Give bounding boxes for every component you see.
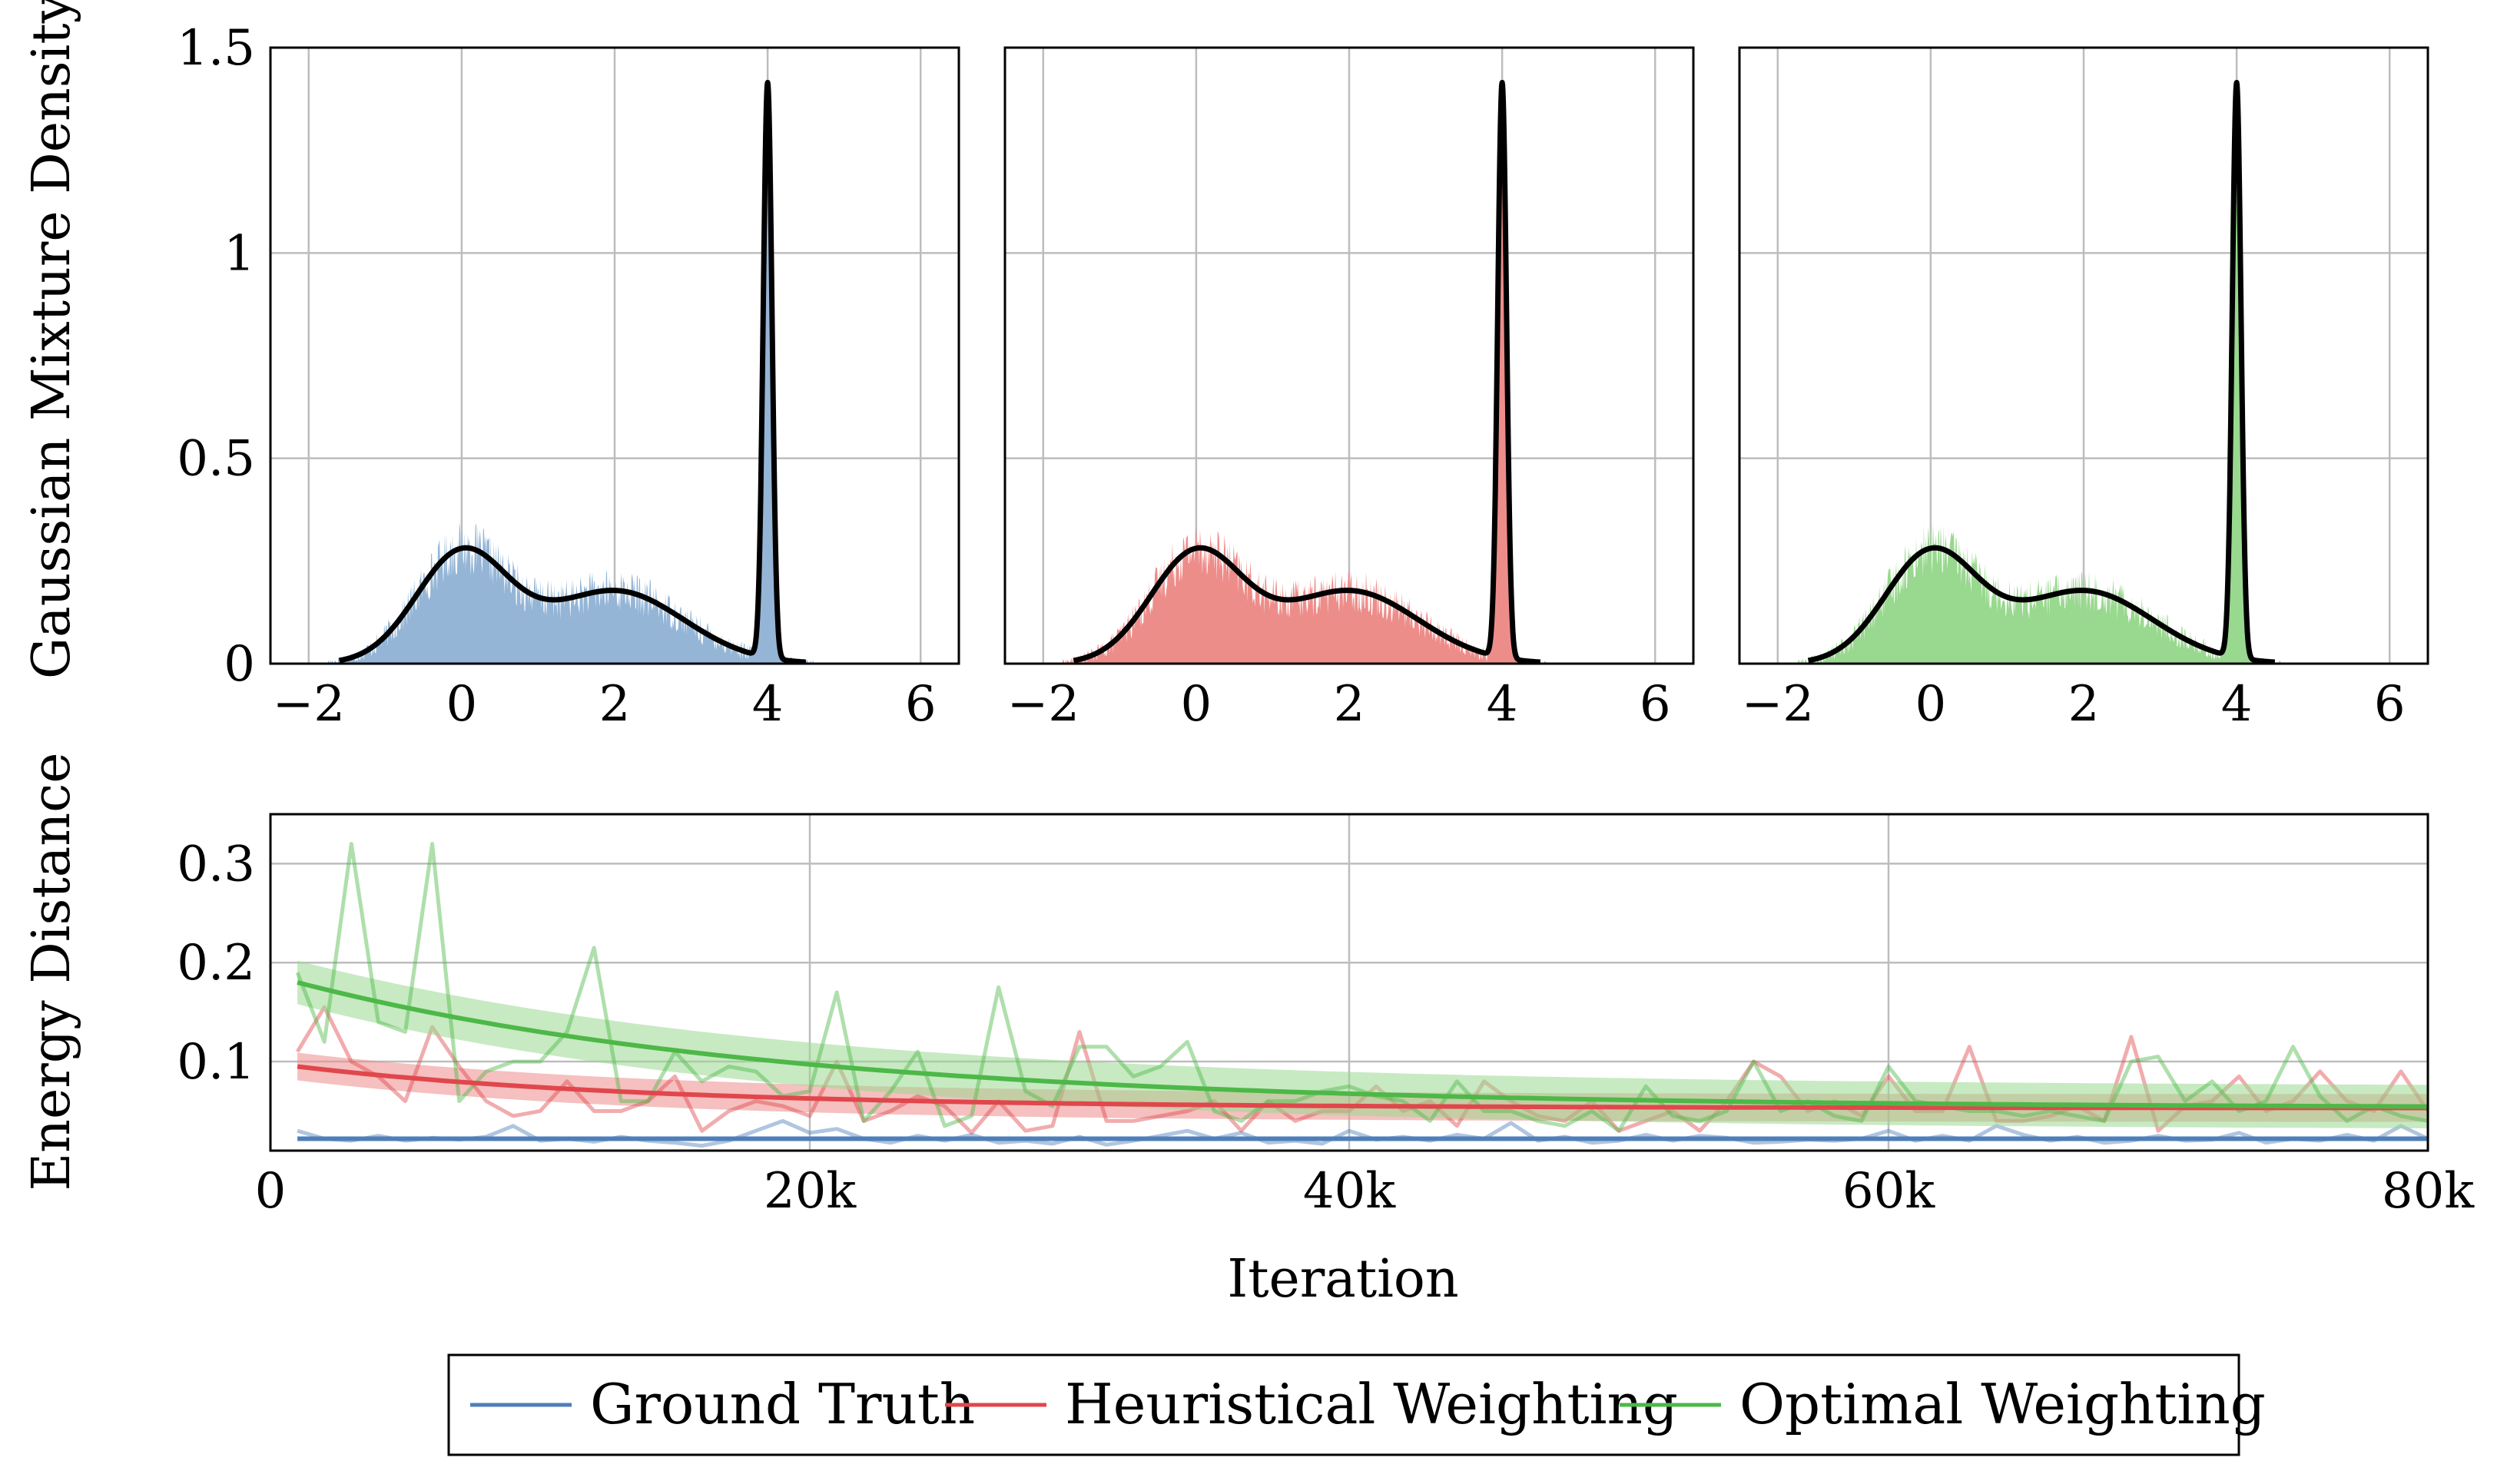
y-tick-label: 1.5 [177,20,255,77]
histogram-area [327,74,814,664]
legend-label-heuristical: Heuristical Weighting [1065,1372,1678,1436]
x-tick-label: 60k [1842,1163,1935,1220]
x-tick-label: 0 [255,1163,287,1220]
x-tick-label: 6 [1640,676,1671,733]
bottom-xlabel: Iteration [1227,1249,1458,1310]
legend: Ground Truth Heuristical Weighting Optim… [447,1353,2266,1456]
histogram-area [1062,150,1548,664]
y-tick-label: 1 [224,225,255,282]
legend-box [447,1353,2240,1456]
x-tick-label: 6 [2374,676,2406,733]
y-tick-label: 0.5 [177,431,255,488]
energy-distance-panel: 0 20k 40k 60k 80k 0.1 0.2 0.3 [177,813,2475,1220]
top-ylabel: Gaussian Mixture Density [22,0,82,679]
x-tick-label: −2 [1007,676,1079,733]
x-tick-label: 4 [1487,676,1518,733]
x-tick-label: 40k [1303,1163,1396,1220]
density-panel-heuristical: −2 0 2 4 6 [1003,46,1695,733]
x-tick-label: 6 [905,676,937,733]
x-tick-label: 0 [1915,676,1947,733]
x-tick-label: 0 [446,676,478,733]
x-tick-label: −2 [273,676,345,733]
x-tick-label: −2 [1742,676,1814,733]
plot-frame [1003,46,1695,665]
bottom-ylabel: Energy Distance [22,753,82,1191]
x-tick-label: 0 [1181,676,1212,733]
density-curve [1071,80,1543,665]
x-tick-label: 2 [1334,676,1365,733]
legend-label-optimal: Optimal Weighting [1739,1372,2266,1436]
x-tick-label: 2 [599,676,631,733]
histogram-area [1796,190,2283,664]
legend-label-ground-truth: Ground Truth [590,1372,975,1436]
trend-line-heuristical [297,1064,2428,1111]
density-curve [337,80,808,665]
y-tick-label: 0.3 [177,836,255,893]
x-tick-label: 2 [2068,676,2100,733]
x-tick-label: 4 [2221,676,2253,733]
y-tick-label: 0.2 [177,935,255,992]
plot-area [295,842,2428,1148]
y-tick-label: 0.1 [177,1034,255,1091]
y-tick-label: 0 [224,636,255,693]
x-tick-label: 4 [752,676,784,733]
trend-line-optimal [297,980,2428,1109]
x-tick-label: 20k [764,1163,857,1220]
plot-frame [269,813,2429,1152]
confidence-band-optimal [297,960,2428,1128]
density-panel-optimal: −2 0 2 4 6 [1738,46,2429,733]
density-panel-ground-truth: −2 0 2 4 6 0 0.5 1 1.5 [177,20,960,733]
density-curve [1806,80,2277,665]
x-tick-label: 80k [2382,1163,2475,1220]
plot-frame [1738,46,2429,665]
plot-frame [269,46,960,665]
